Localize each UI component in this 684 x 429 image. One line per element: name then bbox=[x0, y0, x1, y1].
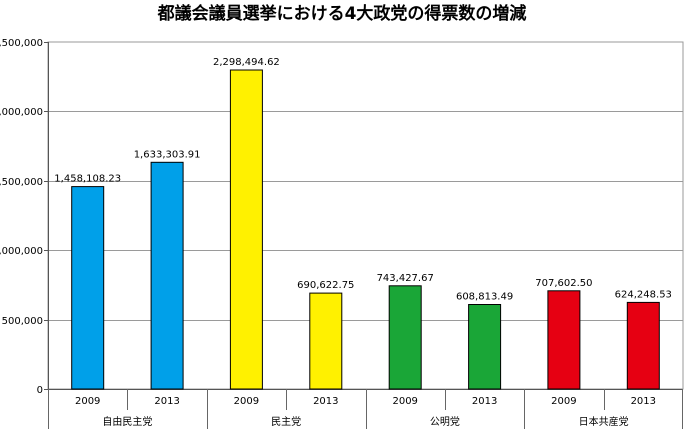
x-tick-label-year: 2013 bbox=[631, 396, 656, 407]
data-label: 2,298,494.62 bbox=[213, 57, 280, 68]
bar-0-0 bbox=[71, 186, 105, 390]
bar-1-0 bbox=[229, 69, 263, 390]
x-group-label: 日本共産党 bbox=[579, 415, 629, 428]
bar-0-1 bbox=[150, 161, 184, 390]
x-group-label: 公明党 bbox=[430, 415, 460, 428]
y-tick-label: 500,000 bbox=[2, 316, 43, 327]
data-label: 608,813.49 bbox=[456, 292, 513, 303]
y-tick-label: 1,000,000 bbox=[0, 246, 43, 257]
x-tick-label-year: 2013 bbox=[313, 396, 338, 407]
y-tick-label: 0 bbox=[37, 385, 43, 396]
x-tick-label-year: 2009 bbox=[551, 396, 576, 407]
chart-title: 都議会議員選挙における4大政党の得票数の増減 bbox=[157, 3, 527, 24]
x-group-label: 自由民主党 bbox=[102, 415, 152, 428]
data-label: 743,427.67 bbox=[377, 273, 434, 284]
bar-3-1 bbox=[626, 301, 660, 390]
bar-1-1 bbox=[309, 292, 343, 390]
x-tick-label-year: 2013 bbox=[472, 396, 497, 407]
x-group-label: 民主党 bbox=[271, 415, 301, 428]
data-label: 690,622.75 bbox=[297, 280, 354, 291]
x-tick-label-year: 2009 bbox=[75, 396, 100, 407]
plot-area bbox=[47, 41, 684, 390]
x-tick-label-year: 2013 bbox=[154, 396, 179, 407]
bar-2-1 bbox=[468, 304, 502, 390]
x-tick-label-year: 2009 bbox=[234, 396, 259, 407]
y-tick-label: 2,500,000 bbox=[0, 38, 43, 49]
x-tick-label-year: 2009 bbox=[392, 396, 417, 407]
bar-2-0 bbox=[388, 285, 422, 390]
data-label: 624,248.53 bbox=[615, 289, 672, 300]
y-tick-label: 1,500,000 bbox=[0, 177, 43, 188]
data-label: 707,602.50 bbox=[535, 278, 592, 289]
y-tick-label: 2,000,000 bbox=[0, 107, 43, 118]
data-label: 1,458,108.23 bbox=[54, 174, 121, 185]
bar-3-0 bbox=[547, 290, 581, 390]
data-label: 1,633,303.91 bbox=[134, 149, 201, 160]
